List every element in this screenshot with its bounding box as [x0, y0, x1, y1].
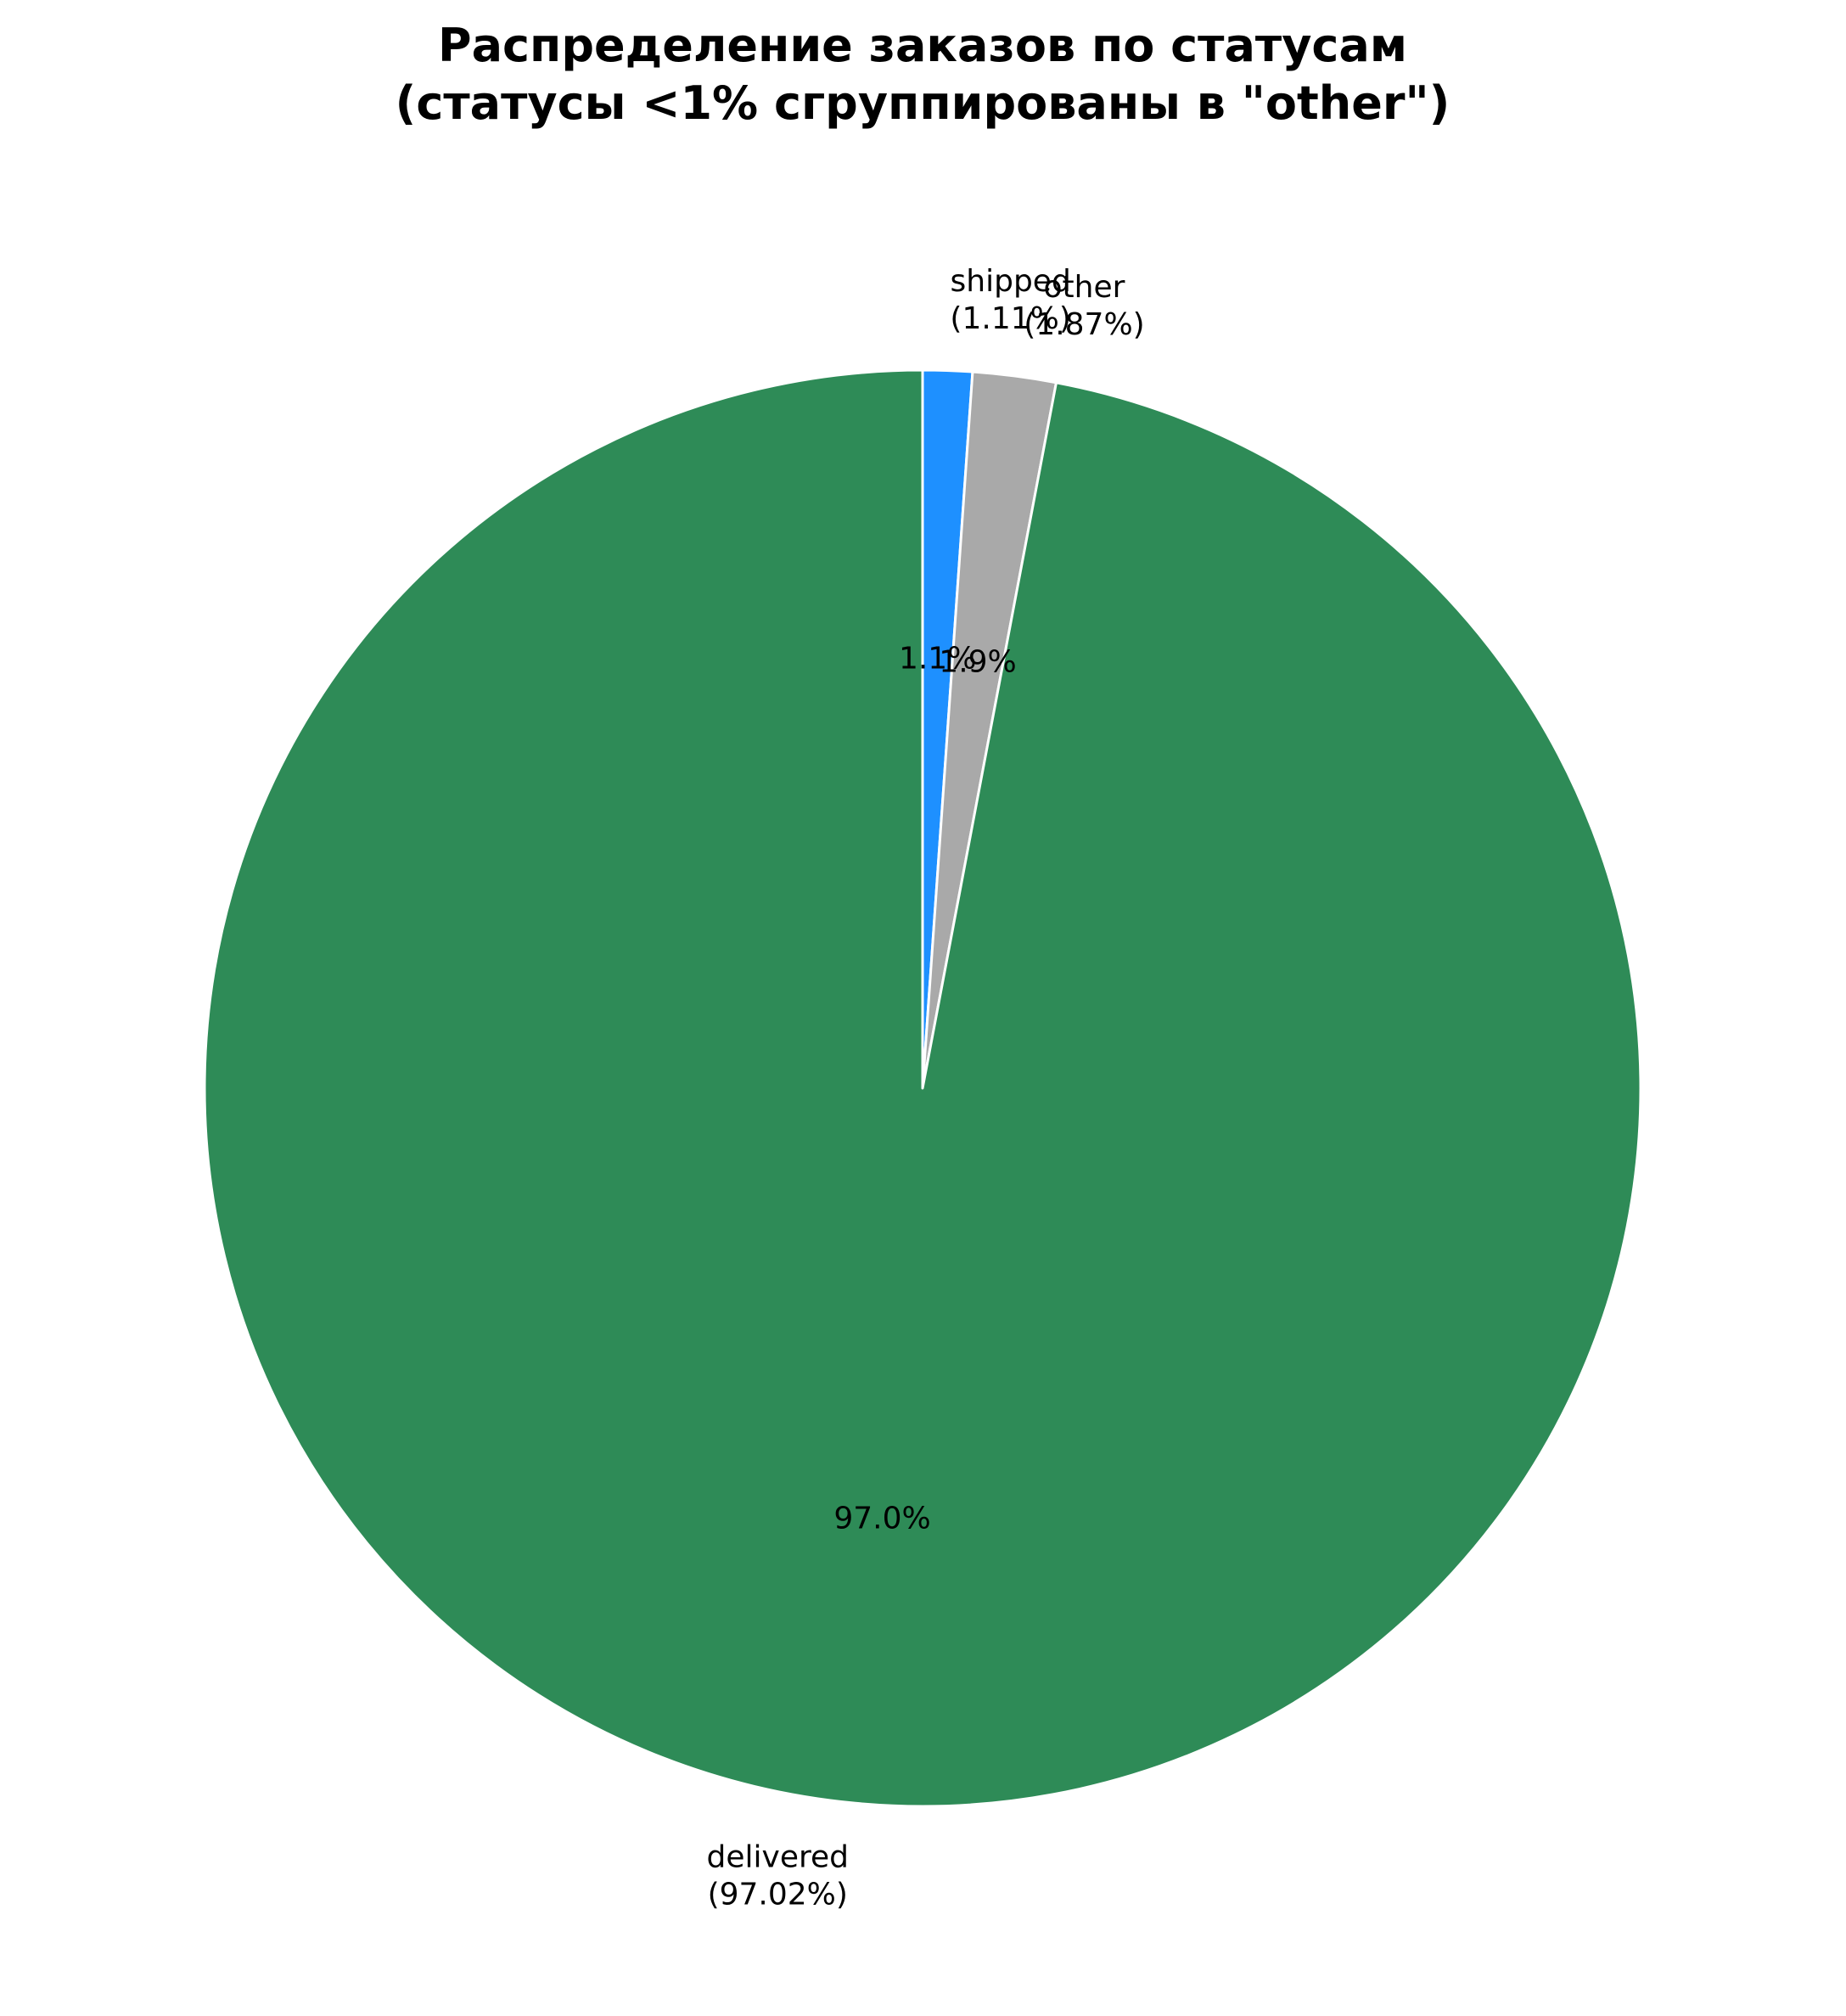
pie-slice-delivered [203, 368, 1642, 1808]
slice-label-line: shipped [951, 264, 1071, 299]
slice-pct-shipped: 1.1% [899, 642, 976, 677]
slice-pct-delivered: 97.0% [833, 1501, 930, 1536]
pie-slices [203, 368, 1642, 1808]
slice-label-line: other [1044, 270, 1125, 305]
chart-title-line-1: Распределение заказов по статусам [438, 19, 1407, 72]
slice-pct-other: 1.9% [939, 645, 1016, 680]
slice-label-delivered: delivered (97.02%) [707, 1840, 849, 1912]
slice-label-line: (1.87%) [1024, 307, 1144, 342]
slice-label-shipped: shipped (1.11%) [950, 264, 1070, 336]
slice-label-line: delivered [707, 1840, 849, 1875]
pie-labels: shipped (1.11%) 1.1% other (1.87%) 1.9% delive… [707, 264, 1145, 1912]
chart-title-line-2: (статусы <1% сгруппированы в "other") [396, 76, 1450, 130]
slice-label-line: (97.02%) [708, 1878, 848, 1912]
slice-label-other: other (1.87%) [1024, 270, 1144, 342]
slice-label-line: (1.11%) [950, 301, 1070, 336]
